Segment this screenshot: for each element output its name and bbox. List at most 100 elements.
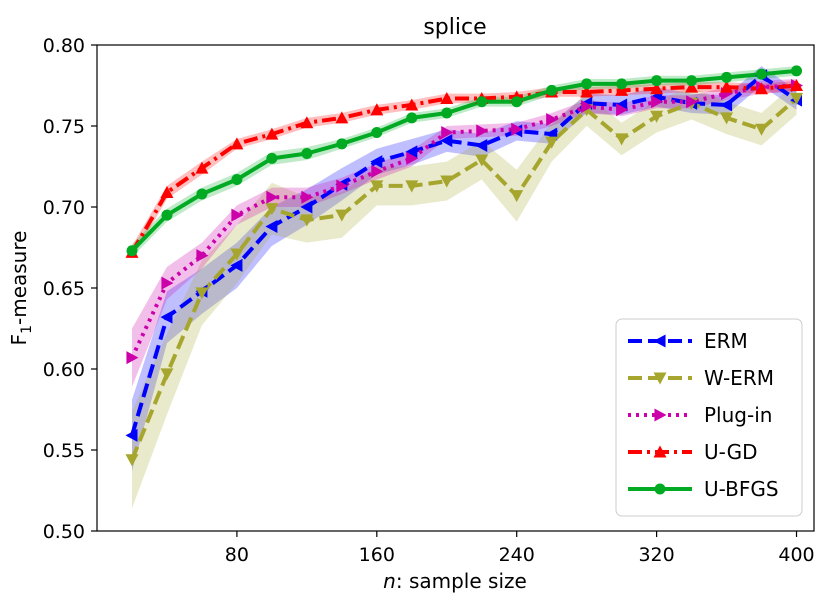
x-axis-label-text: : sample size bbox=[396, 569, 527, 593]
point-u-gd bbox=[230, 137, 244, 150]
point-plug-in bbox=[336, 179, 349, 193]
point-u-gd bbox=[300, 116, 314, 129]
line-plug-in bbox=[130, 83, 797, 359]
x-tick-label: 320 bbox=[638, 544, 674, 566]
point-erm bbox=[160, 310, 173, 324]
point-u-gd bbox=[755, 82, 769, 95]
point-w-erm bbox=[475, 154, 489, 167]
point-plug-in bbox=[126, 351, 139, 365]
point-u-bfgs bbox=[616, 78, 628, 90]
point-u-bfgs bbox=[161, 209, 173, 221]
y-axis-label-main: F bbox=[7, 334, 31, 346]
point-u-bfgs bbox=[686, 75, 698, 87]
x-tick-label: 80 bbox=[225, 544, 249, 566]
y-tick-label: 0.70 bbox=[43, 197, 85, 219]
point-u-bfgs bbox=[791, 65, 803, 77]
point-plug-in bbox=[686, 95, 699, 109]
y-tick-label: 0.60 bbox=[43, 359, 85, 381]
point-u-bfgs bbox=[721, 71, 733, 83]
point-plug-in bbox=[161, 276, 174, 290]
point-w-erm bbox=[300, 214, 314, 227]
x-axis-ticks: 80 160 240 320 400 bbox=[225, 531, 815, 566]
point-plug-in bbox=[371, 164, 384, 178]
legend-marker-u-bfgs bbox=[654, 483, 666, 495]
point-plug-in bbox=[651, 95, 664, 109]
point-plug-in bbox=[441, 125, 454, 139]
point-u-gd bbox=[685, 80, 699, 93]
point-u-gd bbox=[615, 83, 629, 96]
point-u-gd bbox=[790, 79, 804, 92]
point-erm bbox=[125, 428, 138, 442]
y-axis-label-subscript: 1 bbox=[19, 325, 35, 334]
point-w-erm bbox=[720, 112, 734, 125]
y-tick-label: 0.65 bbox=[43, 278, 85, 300]
legend-marker-w-erm bbox=[653, 372, 667, 385]
point-erm bbox=[265, 219, 278, 233]
point-w-erm bbox=[790, 92, 804, 105]
point-w-erm bbox=[440, 175, 454, 188]
point-u-gd bbox=[160, 185, 174, 198]
point-erm bbox=[230, 258, 243, 272]
point-plug-in bbox=[546, 113, 559, 127]
legend-marker-plug-in bbox=[654, 408, 667, 422]
point-erm bbox=[440, 134, 453, 148]
series-markers bbox=[125, 65, 804, 467]
line-u-gd bbox=[130, 83, 797, 254]
point-u-bfgs bbox=[651, 75, 663, 87]
legend-label-erm: ERM bbox=[704, 329, 748, 353]
point-w-erm bbox=[265, 203, 279, 216]
x-axis-label-variable: n bbox=[383, 569, 396, 593]
point-w-erm bbox=[755, 123, 769, 136]
legend-marker-erm bbox=[653, 334, 666, 348]
chart-title: splice bbox=[423, 15, 486, 40]
y-tick-label: 0.80 bbox=[43, 35, 85, 57]
y-tick-label: 0.75 bbox=[43, 116, 85, 138]
point-u-bfgs bbox=[301, 148, 313, 160]
point-u-bfgs bbox=[266, 152, 278, 164]
point-w-erm bbox=[370, 180, 384, 193]
point-w-erm bbox=[195, 287, 209, 300]
point-plug-in bbox=[231, 208, 244, 222]
point-w-erm bbox=[510, 190, 524, 203]
line-w-erm bbox=[130, 96, 798, 461]
legend-items: ERM W-ERM Plug-in U-GD U-BFGS bbox=[628, 329, 779, 501]
legend-label-plug-in: Plug-in bbox=[704, 403, 772, 427]
legend-marker-u-gd bbox=[653, 445, 667, 458]
point-w-erm bbox=[230, 248, 244, 261]
point-u-gd bbox=[580, 85, 594, 98]
y-tick-label: 0.55 bbox=[43, 440, 85, 462]
legend-label-u-gd: U-GD bbox=[704, 440, 758, 464]
point-plug-in bbox=[511, 122, 524, 136]
y-axis-label-rest: -measure bbox=[7, 231, 31, 325]
point-u-gd bbox=[335, 111, 349, 124]
point-u-bfgs bbox=[336, 138, 348, 150]
legend-box bbox=[615, 318, 803, 517]
point-u-bfgs bbox=[126, 245, 138, 257]
point-plug-in bbox=[581, 100, 594, 114]
point-erm bbox=[475, 138, 488, 152]
series-lines bbox=[130, 68, 798, 461]
point-u-bfgs bbox=[371, 126, 383, 138]
point-plug-in bbox=[301, 190, 314, 204]
line-u-bfgs bbox=[130, 68, 797, 253]
point-erm bbox=[405, 145, 418, 159]
point-u-bfgs bbox=[756, 68, 768, 80]
band-w-erm bbox=[132, 82, 797, 509]
point-u-bfgs bbox=[581, 78, 593, 90]
point-u-gd bbox=[370, 103, 384, 116]
y-tick-label: 0.50 bbox=[43, 521, 85, 543]
point-u-bfgs bbox=[476, 96, 488, 108]
point-w-erm bbox=[125, 454, 139, 467]
point-u-gd bbox=[720, 80, 734, 93]
point-w-erm bbox=[405, 180, 419, 193]
point-w-erm bbox=[335, 209, 349, 222]
point-u-gd bbox=[405, 98, 419, 111]
point-erm bbox=[370, 155, 383, 169]
y-axis-label: F1-measure bbox=[7, 231, 35, 346]
point-plug-in bbox=[406, 151, 419, 165]
point-u-gd bbox=[440, 91, 454, 104]
point-u-bfgs bbox=[231, 173, 243, 185]
point-u-gd bbox=[650, 82, 664, 95]
legend-label-w-erm: W-ERM bbox=[704, 366, 774, 390]
